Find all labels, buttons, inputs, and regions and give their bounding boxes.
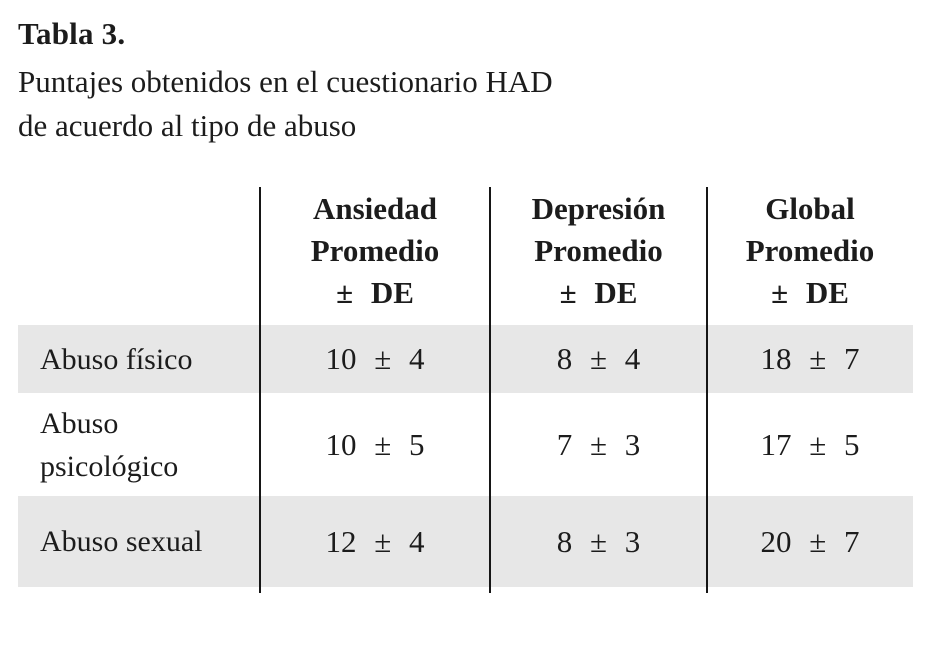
table-caption-subtitle-line-1: Puntajes obtenidos en el cuestionario HA… <box>18 64 553 99</box>
header-line: Depresión <box>531 191 666 226</box>
table-caption-subtitle-line-2: de acuerdo al tipo de abuso <box>18 108 357 143</box>
header-line: Global <box>765 191 855 226</box>
column-divider-2 <box>489 187 491 593</box>
header-line: Promedio <box>745 233 875 268</box>
column-header-global: Global Promedio ± DE <box>707 186 913 325</box>
row-label: Abuso psicológico <box>40 406 179 483</box>
table-caption: Tabla 3. Puntajes obtenidos en el cuesti… <box>18 14 898 148</box>
cell-depresion-value: 8 ± 3 <box>556 523 641 559</box>
column-header-ansiedad: Ansiedad Promedio ± DE <box>260 186 490 325</box>
row-label: Abuso sexual <box>40 525 203 558</box>
header-line: ± DE <box>336 275 414 310</box>
header-empty-cell <box>18 186 260 325</box>
table-caption-title: Tabla 3. <box>18 16 126 51</box>
cell-global-value: 20 ± 7 <box>760 523 860 559</box>
header-line: Promedio <box>310 233 440 268</box>
header-line: ± DE <box>559 275 638 310</box>
cell-global-value: 18 ± 7 <box>760 341 860 376</box>
cell-ansiedad-value: 12 ± 4 <box>325 523 425 559</box>
cell-depresion-value: 8 ± 4 <box>556 341 641 376</box>
data-table: Ansiedad Promedio ± DE Depresión Promedi… <box>18 186 913 593</box>
cell-depresion-value: 7 ± 3 <box>556 426 641 462</box>
cell-ansiedad-value: 10 ± 4 <box>325 341 425 376</box>
table-row-abuso-fisico: Abuso físico 10 ± 4 8 ± 4 18 ± 7 <box>18 325 913 393</box>
row-label: Abuso físico <box>40 342 193 376</box>
table-header-row: Ansiedad Promedio ± DE Depresión Promedi… <box>18 186 913 325</box>
cell-ansiedad-value: 10 ± 5 <box>325 426 425 462</box>
cell-global-value: 17 ± 5 <box>760 426 860 462</box>
header-line: Promedio <box>534 233 663 268</box>
header-line: Ansiedad <box>312 191 438 226</box>
column-divider-3 <box>706 187 708 593</box>
table-row-abuso-psicologico: Abuso psicológico 10 ± 5 7 ± 3 17 ± 5 <box>18 393 913 496</box>
column-header-depresion: Depresión Promedio ± DE <box>490 186 707 325</box>
table-row-abuso-sexual: Abuso sexual 12 ± 4 8 ± 3 20 ± 7 <box>18 496 913 587</box>
header-line: ± DE <box>771 275 849 310</box>
column-divider-1 <box>259 187 261 593</box>
